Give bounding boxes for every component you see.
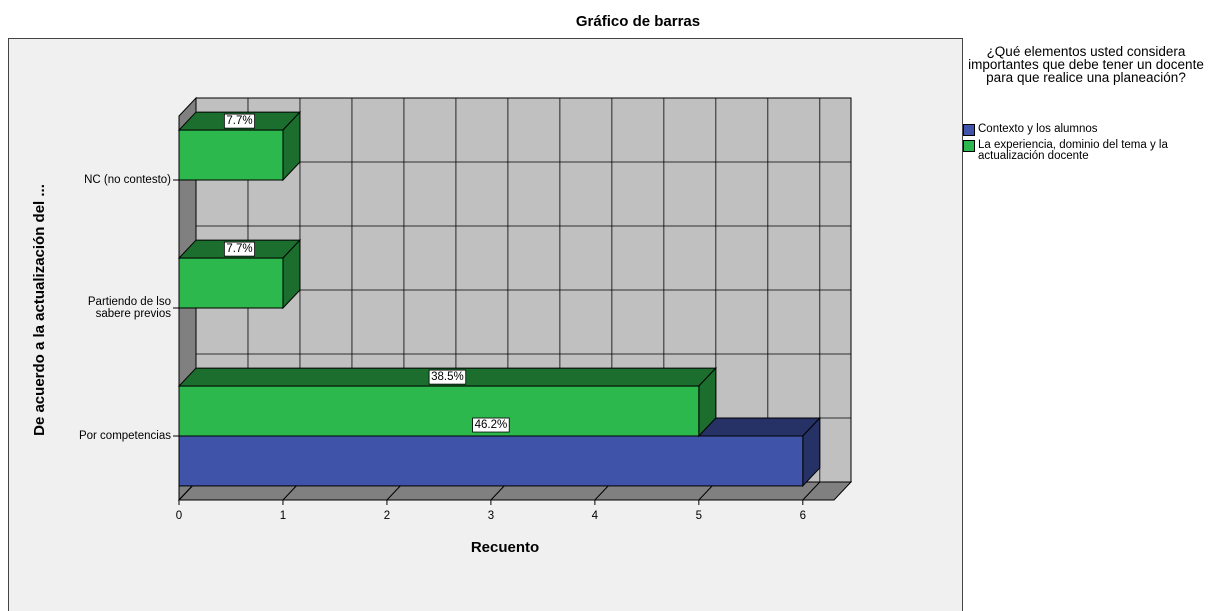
bar bbox=[178, 385, 700, 437]
value-label-group: 7.7% bbox=[223, 113, 255, 129]
value-label-box bbox=[223, 241, 255, 257]
x-tick-label: 3 bbox=[488, 510, 494, 522]
legend-title: ¿Qué elementos usted considera important… bbox=[968, 44, 1204, 85]
legend-item: Contexto y los alumnos bbox=[963, 123, 1209, 136]
value-label: 38.5% bbox=[431, 371, 464, 383]
x-tick-label: 0 bbox=[176, 510, 182, 522]
x-tick-label: 2 bbox=[384, 510, 390, 522]
legend-label: Contexto y los alumnos bbox=[978, 123, 1098, 135]
bar bbox=[178, 257, 284, 309]
x-tick-label: 1 bbox=[280, 510, 286, 522]
legend-swatch bbox=[963, 124, 975, 136]
y-axis-label: De acuerdo a la actualización del ... bbox=[31, 184, 48, 436]
value-label-box bbox=[472, 417, 510, 433]
value-label: 46.2% bbox=[475, 419, 508, 431]
y-tick-label: Por competencias bbox=[78, 430, 171, 442]
legend-swatch bbox=[963, 140, 975, 152]
y-tick-label: NC (no contesto) bbox=[84, 174, 171, 186]
legend-item: La experiencia, dominio del tema y la ac… bbox=[963, 139, 1209, 162]
y-tick-label: Partiendo de lso sabere previos bbox=[87, 296, 171, 320]
value-label-group: 7.7% bbox=[223, 241, 255, 257]
value-label-box bbox=[223, 113, 255, 129]
value-label: 7.7% bbox=[226, 243, 252, 255]
value-label-group: 38.5% bbox=[428, 369, 467, 385]
chart-title: Gráfico de barras bbox=[576, 13, 700, 30]
x-tick-label: 5 bbox=[696, 510, 702, 522]
x-tick-label: 4 bbox=[592, 510, 599, 522]
value-label: 7.7% bbox=[226, 115, 252, 127]
value-label-box bbox=[428, 369, 467, 385]
x-tick bbox=[802, 481, 821, 501]
bar bbox=[178, 129, 284, 181]
value-label-group: 46.2% bbox=[472, 417, 510, 433]
legend-label: La experiencia, dominio del tema y la ac… bbox=[978, 139, 1168, 162]
x-axis-label: Recuento bbox=[471, 539, 539, 556]
bar bbox=[178, 435, 804, 487]
x-tick-label: 6 bbox=[800, 510, 806, 522]
